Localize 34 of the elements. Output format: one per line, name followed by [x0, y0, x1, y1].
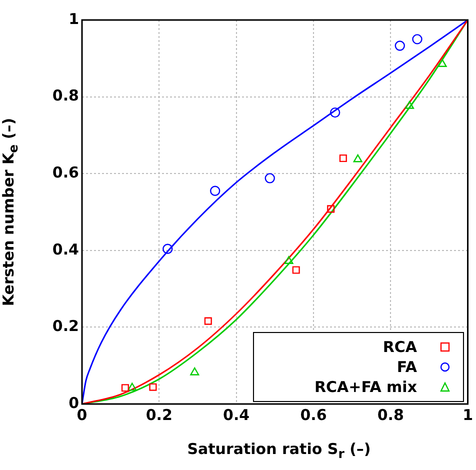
point: [210, 186, 220, 196]
point: [353, 154, 362, 162]
x-tick-label: 0.2: [146, 406, 172, 424]
point: [162, 244, 173, 254]
point: [121, 384, 129, 392]
point: [284, 256, 294, 264]
legend-label: FA: [396, 357, 417, 377]
x-tick-label: 1: [462, 406, 473, 424]
point: [292, 266, 300, 274]
point: [339, 154, 347, 162]
x-tick-label: 0.8: [377, 406, 404, 424]
legend-label: RCA+FA mix: [314, 377, 417, 397]
y-tick-label: 0: [68, 394, 79, 412]
point: [128, 382, 137, 391]
y-tick-label: 0.6: [52, 163, 79, 182]
x-tick-label: 0.4: [223, 406, 250, 424]
y-tick-label: 0.4: [52, 240, 79, 258]
point: [330, 107, 340, 118]
x-tick-label: 0.6: [300, 406, 327, 424]
legend-label: RCA: [382, 337, 417, 357]
x-axis-title: Saturation ratio S$_{r}$ (–): [186, 440, 372, 461]
y-tick-label: 0.2: [52, 317, 79, 336]
point: [327, 205, 335, 213]
point: [190, 367, 200, 376]
point: [412, 34, 422, 44]
point: [204, 317, 212, 325]
point: [438, 59, 447, 68]
point: [405, 100, 414, 109]
line-series: [82, 20, 468, 404]
y-tick-label: 1: [68, 10, 79, 28]
point: [394, 40, 405, 51]
point: [149, 383, 157, 391]
y-tick-label: 0.8: [52, 86, 79, 105]
point: [264, 173, 275, 184]
